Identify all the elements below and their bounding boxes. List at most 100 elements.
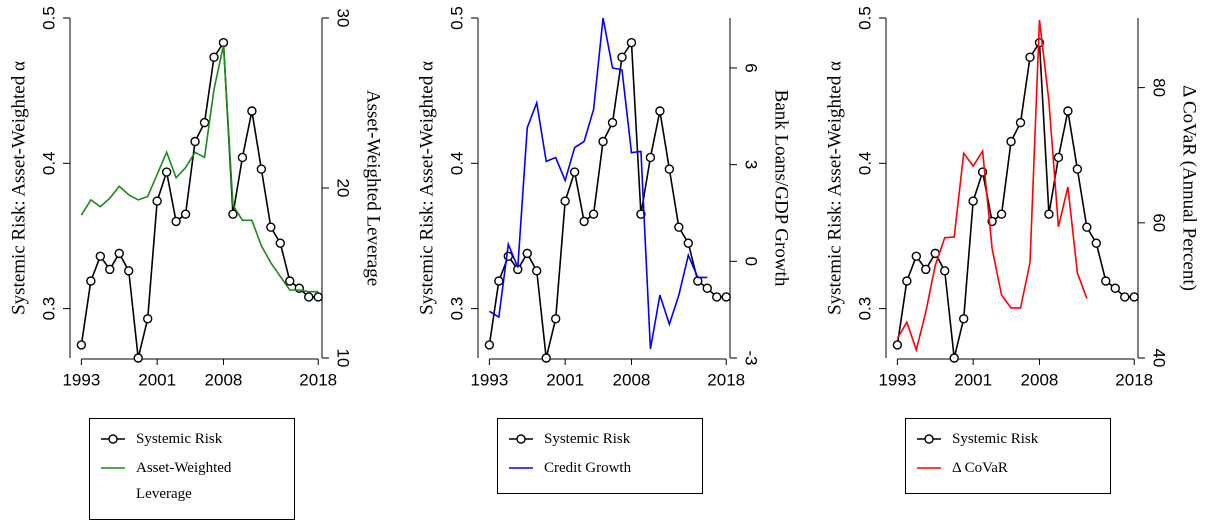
series-marker	[664, 164, 675, 174]
x-tick-label: 1993	[878, 370, 916, 389]
series-marker	[1063, 106, 1073, 116]
series-marker	[1091, 238, 1102, 248]
series-marker	[607, 117, 618, 128]
y-tick-label: 0.3	[855, 297, 874, 321]
series-marker	[996, 209, 1007, 219]
series-marker	[171, 216, 181, 227]
legend-entry: Δ CoVaR	[906, 456, 1110, 485]
y-tick-label: 0.5	[447, 6, 466, 30]
series-marker	[304, 292, 314, 302]
series-marker	[1025, 52, 1035, 62]
legend: Systemic Risk Δ CoVaR	[905, 418, 1111, 494]
x-tick-label: 2001	[954, 370, 992, 389]
series-marker	[721, 292, 731, 302]
series-marker	[190, 136, 200, 147]
series-marker	[161, 167, 172, 177]
series-marker	[579, 216, 589, 227]
series-marker	[1129, 292, 1139, 302]
series-marker	[892, 340, 903, 350]
series-marker	[655, 106, 665, 116]
legend-entry: Systemic Risk	[498, 427, 702, 456]
x-tick-label: 2018	[707, 370, 745, 389]
y2-axis-label: Δ CoVaR (Annual Percent)	[1179, 85, 1200, 291]
series-marker	[313, 292, 323, 302]
series-marker	[1101, 276, 1111, 286]
y2-tick-label: 20	[334, 179, 353, 198]
series-marker	[1120, 292, 1130, 302]
legend-label: Systemic Risk	[952, 431, 1039, 447]
legend-label: Credit Growth	[544, 460, 632, 476]
series-marker	[550, 314, 561, 324]
series-marker	[237, 152, 248, 163]
y-tick-label: 0.4	[855, 151, 874, 175]
y2-axis-label: Bank Loans/GDP Growth	[771, 90, 792, 287]
legend-entry: Asset-Weighted Leverage	[90, 456, 294, 511]
series-marker	[247, 106, 257, 116]
series-marker	[958, 314, 969, 324]
series-marker	[124, 266, 134, 276]
series-marker	[285, 276, 295, 286]
series-marker	[1110, 283, 1120, 293]
legend-label: Systemic Risk	[136, 431, 223, 447]
legend-marker	[108, 434, 118, 444]
x-tick-label: 2008	[205, 370, 243, 389]
x-tick-label: 2008	[1021, 370, 1059, 389]
y2-tick-label: 6	[742, 63, 761, 72]
x-tick-label: 2001	[138, 370, 176, 389]
legend-marker	[516, 434, 526, 444]
y-axis-label: Systemic Risk: Asset-Weighted α	[8, 61, 29, 315]
series-marker	[209, 52, 219, 62]
series-marker	[256, 164, 267, 174]
series-marker	[949, 353, 959, 363]
series-marker	[532, 266, 542, 276]
series-marker	[902, 276, 912, 286]
series-marker	[1015, 117, 1026, 128]
y-tick-label: 0.4	[39, 151, 58, 175]
legend-swatch	[917, 467, 941, 469]
y2-tick-label: 30	[334, 9, 353, 28]
series-marker	[522, 248, 532, 259]
series-marker	[683, 238, 694, 248]
y2-tick-label: 0	[742, 257, 761, 266]
series-marker	[152, 196, 162, 206]
y-tick-label: 0.5	[855, 6, 874, 30]
series-marker	[569, 167, 580, 177]
y2-tick-label: 80	[1150, 78, 1169, 97]
x-tick-label: 2018	[299, 370, 337, 389]
legend-label: Δ CoVaR	[952, 460, 1008, 476]
series-line	[80, 40, 319, 359]
series-marker	[617, 52, 627, 62]
series-marker	[503, 251, 514, 261]
legend-swatch	[917, 434, 941, 444]
series-marker	[921, 264, 931, 275]
y2-tick-label: -3	[742, 350, 761, 365]
series-marker	[1044, 209, 1054, 219]
y-axis-label: Systemic Risk: Asset-Weighted α	[824, 61, 845, 315]
series-marker	[1053, 152, 1064, 163]
series-marker	[940, 266, 950, 276]
y-tick-label: 0.5	[39, 6, 58, 30]
series-marker	[180, 209, 191, 219]
series-marker	[541, 353, 551, 363]
series-marker	[1072, 164, 1083, 174]
series-marker	[133, 353, 143, 363]
y2-tick-label: 10	[334, 349, 353, 368]
series-marker	[1082, 222, 1092, 232]
series-marker	[626, 38, 637, 48]
series-marker	[494, 276, 504, 286]
x-tick-label: 2001	[546, 370, 584, 389]
series-line	[896, 40, 1135, 359]
y-axis-label: Systemic Risk: Asset-Weighted α	[416, 61, 437, 315]
series-marker	[712, 292, 722, 302]
legend-swatch	[509, 434, 533, 444]
y-tick-label: 0.3	[447, 297, 466, 321]
series-line	[896, 19, 1088, 353]
y2-axis-label: Asset-Weighted Leverage	[363, 90, 384, 286]
legend-entry: Systemic Risk	[906, 427, 1110, 456]
y-tick-label: 0.3	[39, 297, 58, 321]
series-line	[488, 17, 708, 350]
x-tick-label: 2018	[1115, 370, 1153, 389]
legend-label: Systemic Risk	[544, 431, 631, 447]
series-marker	[588, 209, 599, 219]
